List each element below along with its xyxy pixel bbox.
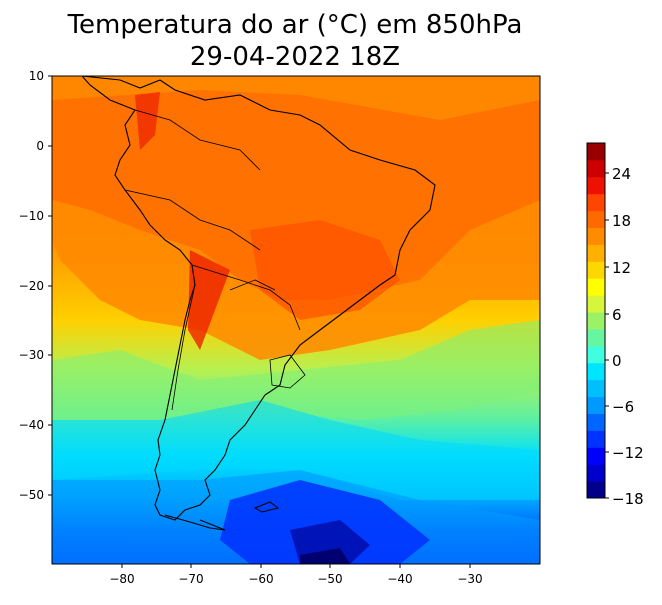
colorbar-band: [587, 464, 605, 482]
colorbar-band: [587, 295, 605, 313]
y-tick-label: −20: [19, 279, 44, 293]
colorbar-band: [587, 379, 605, 398]
x-tick-label: −60: [248, 572, 273, 586]
colorbar-band: [587, 143, 605, 161]
colorbar-tick-label: 18: [612, 212, 631, 230]
colorbar-frame: [586, 142, 606, 499]
colorbar-band: [587, 159, 605, 178]
x-tick-label: −80: [109, 572, 134, 586]
colorbar-band: [587, 176, 605, 195]
map-title: Temperatura do ar (°C) em 850hPa: [67, 10, 523, 40]
colorbar-tick-label: 6: [612, 306, 622, 324]
y-tick-label: −50: [19, 488, 44, 502]
colorbar-band: [587, 413, 605, 431]
y-tick-label: −10: [19, 209, 44, 223]
colorbar-band: [587, 278, 605, 296]
plot-frame: [51, 75, 541, 565]
colorbar-band: [587, 328, 605, 347]
colorbar: [587, 143, 605, 499]
colorbar-band: [587, 396, 605, 414]
y-tick-label: 10: [29, 69, 44, 83]
colorbar-band: [587, 362, 605, 381]
colorbar-tick-label: −18: [612, 490, 644, 508]
colorbar-band: [587, 210, 605, 229]
colorbar-band: [587, 481, 605, 499]
colorbar-band: [587, 244, 605, 262]
colorbar-band: [587, 261, 605, 279]
temperature-field: [52, 76, 540, 564]
colorbar-tick-label: 0: [612, 352, 622, 370]
x-tick-label: −30: [457, 572, 482, 586]
colorbar-band: [587, 312, 605, 330]
colorbar-tick-label: −12: [612, 444, 644, 462]
y-tick-label: −30: [19, 348, 44, 362]
map-subtitle-date: 29-04-2022 18Z: [189, 42, 401, 72]
colorbar-tick-label: 24: [612, 165, 631, 183]
y-tick-label: 0: [36, 139, 44, 153]
x-tick-label: −70: [178, 572, 203, 586]
y-tick-label: −40: [19, 418, 44, 432]
y-axis: 10 0 −10 −20 −30 −40 −50: [19, 69, 52, 502]
colorbar-band: [587, 447, 605, 465]
colorbar-tick-label: 12: [612, 259, 631, 277]
colorbar-band: [587, 430, 605, 448]
colorbar-band: [587, 227, 605, 245]
x-tick-label: −50: [317, 572, 342, 586]
colorbar-band: [587, 193, 605, 212]
colorbar-tick-label: −6: [612, 398, 634, 416]
x-axis: −80 −70 −60 −50 −40 −30: [109, 564, 483, 586]
colorbar-band: [587, 345, 605, 364]
colorbar-ticks: 24 18 12 6 0 −6 −12 −18: [605, 165, 644, 508]
x-tick-label: −40: [387, 572, 412, 586]
